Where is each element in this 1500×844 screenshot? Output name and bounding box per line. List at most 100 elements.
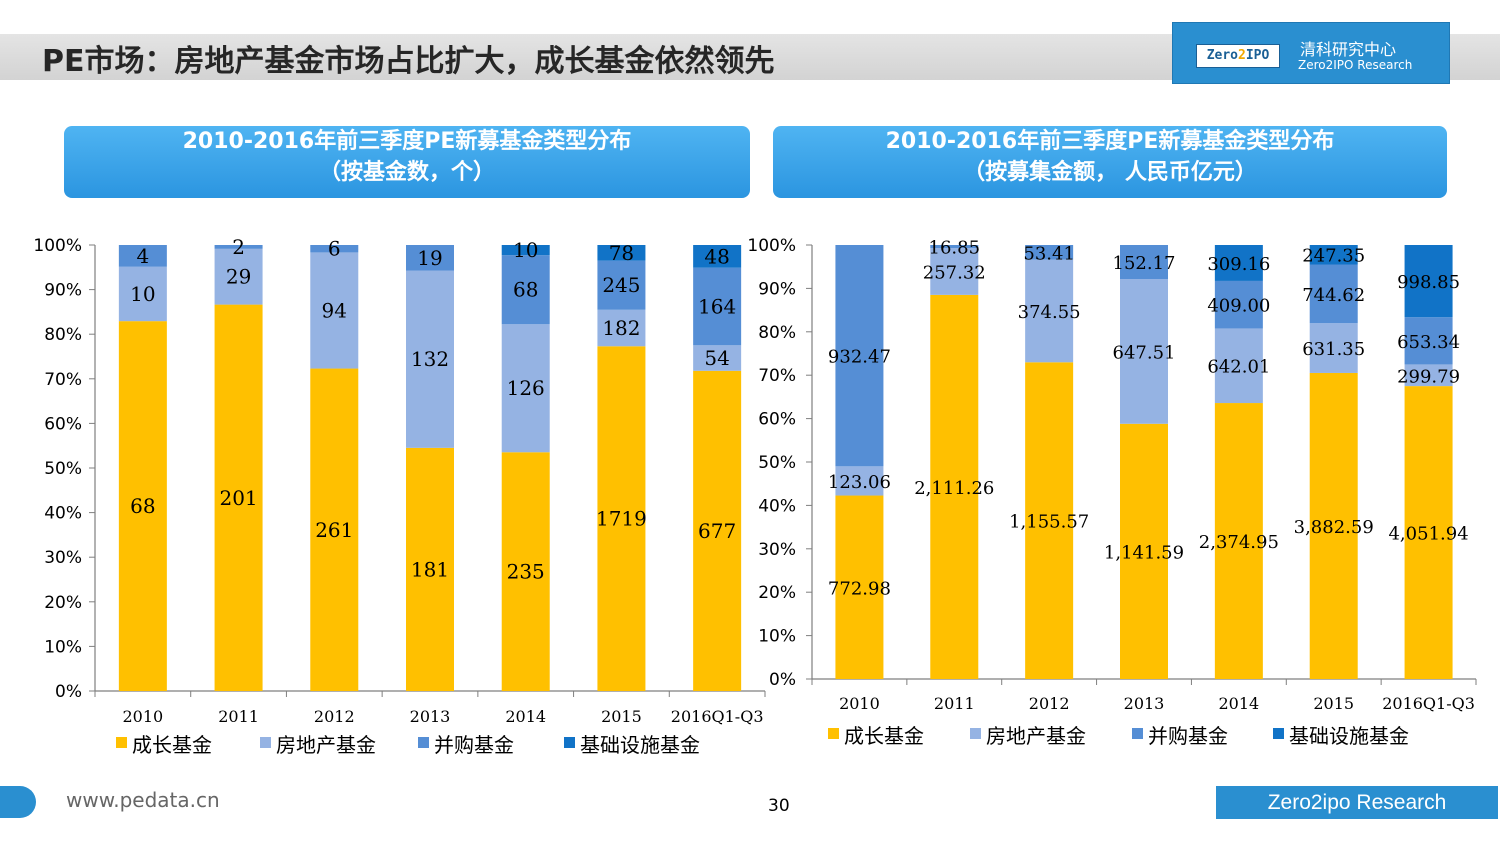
page-title: PE市场：房地产基金市场占比扩大，成长基金依然领先 [42, 44, 775, 79]
right-data-label: 1,141.59 [1104, 542, 1184, 563]
right-bar-mna [1309, 264, 1358, 324]
left-data-label: 10 [513, 238, 538, 262]
left-data-label: 235 [507, 560, 545, 584]
right-chart-title: 2010-2016年前三季度PE新募基金类型分布 [885, 129, 1335, 154]
right-bar-infrastructure [1404, 245, 1453, 318]
right-legend-label: 成长基金 [844, 724, 924, 748]
right-y-tick-label: 20% [758, 583, 796, 603]
left-data-label: 19 [417, 246, 442, 270]
right-bar-mna [1404, 317, 1453, 365]
right-chart-heading: 2010-2016年前三季度PE新募基金类型分布 （按募集金额， 人民币亿元） [773, 126, 1447, 198]
left-data-label: 677 [698, 519, 736, 543]
logo-mark-c: IPO [1245, 48, 1270, 63]
left-legend-label: 基础设施基金 [580, 733, 700, 757]
right-bar-real-estate [1404, 364, 1453, 387]
left-x-tick-label: 2014 [505, 707, 546, 726]
left-data-label: 1719 [596, 507, 647, 531]
left-data-label: 54 [704, 346, 729, 370]
right-data-label: 647.51 [1113, 342, 1176, 363]
left-x-tick-label: 2012 [314, 707, 355, 726]
left-x-tick-label: 2013 [410, 707, 451, 726]
left-bar-mna [501, 255, 550, 325]
left-legend-swatch [418, 737, 429, 748]
right-data-label: 299.79 [1397, 366, 1460, 387]
right-legend-label: 房地产基金 [986, 724, 1086, 748]
right-data-label: 932.47 [828, 347, 891, 368]
left-legend-label: 房地产基金 [276, 733, 376, 757]
left-bar-infrastructure [501, 245, 550, 256]
zero2ipo-logo-icon: Zero2IPO [1196, 44, 1280, 68]
right-x-tick-label: 2015 [1313, 694, 1354, 713]
left-bar-real-estate [310, 252, 359, 369]
left-bar-mna [118, 245, 167, 267]
right-data-label: 247.35 [1302, 246, 1365, 267]
right-x-tick-label: 2012 [1029, 694, 1070, 713]
left-x-tick-label: 2015 [601, 707, 642, 726]
left-data-label: 126 [507, 376, 545, 400]
right-data-label: 123.06 [828, 472, 891, 493]
right-bar-real-estate [835, 466, 884, 496]
right-y-tick-label: 60% [758, 410, 796, 430]
left-data-label: 201 [219, 486, 257, 510]
right-data-label: 744.62 [1302, 285, 1365, 306]
right-bar-real-estate [930, 248, 979, 295]
left-y-tick-label: 90% [44, 281, 82, 301]
left-data-label: 245 [602, 273, 640, 297]
left-legend-label: 成长基金 [132, 733, 212, 757]
left-bar-mna [597, 260, 646, 310]
right-bar-real-estate [1214, 328, 1263, 404]
right-data-label: 374.55 [1018, 302, 1081, 323]
right-y-tick-label: 40% [758, 496, 796, 516]
left-bar-real-estate [693, 345, 742, 371]
footer-brand: Zero2ipo Research [1216, 786, 1498, 819]
left-bar-growth [214, 304, 263, 691]
left-data-label: 181 [411, 557, 449, 581]
left-data-label: 94 [322, 298, 347, 322]
left-bar-real-estate [597, 309, 646, 347]
right-bar-mna [835, 245, 884, 467]
left-data-label: 48 [704, 244, 729, 268]
right-bar-mna [1025, 245, 1074, 260]
right-data-label: 998.85 [1397, 272, 1460, 293]
left-legend-swatch [564, 737, 575, 748]
right-data-label: 409.00 [1207, 296, 1270, 317]
right-bar-growth [1214, 403, 1263, 679]
left-data-label: 6 [328, 237, 341, 261]
right-bar-real-estate [1025, 259, 1074, 363]
left-bar-real-estate [118, 266, 167, 322]
right-x-tick-label: 2010 [839, 694, 880, 713]
right-data-label: 642.01 [1207, 357, 1270, 378]
right-data-label: 2,374.95 [1199, 532, 1279, 553]
footer-url[interactable]: www.pedata.cn [66, 788, 220, 812]
left-bar-real-estate [406, 270, 454, 448]
right-x-tick-label: 2013 [1124, 694, 1165, 713]
right-data-label: 3,882.59 [1294, 517, 1374, 538]
right-data-label: 4,051.94 [1388, 524, 1468, 545]
left-bar-infrastructure [597, 245, 646, 261]
left-chart-subtitle: （按基金数，个） [318, 160, 495, 185]
left-data-label: 78 [609, 241, 634, 265]
logo-mark-b: 2 [1238, 48, 1246, 63]
left-chart-title: 2010-2016年前三季度PE新募基金类型分布 [182, 129, 632, 154]
left-bar-mna [214, 245, 263, 249]
right-bar-growth [930, 294, 979, 679]
right-legend-swatch [1273, 728, 1284, 739]
left-legend-label: 并购基金 [434, 733, 514, 757]
right-bar-growth [1120, 423, 1168, 679]
left-bar-mna [310, 245, 359, 253]
left-data-label: 132 [411, 347, 449, 371]
right-bar-mna [930, 245, 979, 249]
right-bar-growth [1309, 372, 1358, 679]
left-bar-growth [693, 370, 742, 691]
right-chart-subtitle: （按募集金额， 人民币亿元） [963, 160, 1257, 185]
right-bar-mna [1120, 245, 1168, 280]
right-data-label: 653.34 [1397, 332, 1460, 353]
left-y-tick-label: 60% [44, 414, 82, 434]
logo-cn-text: 清科研究中心 [1300, 40, 1397, 59]
left-y-tick-label: 30% [44, 548, 82, 568]
right-legend-swatch [1132, 728, 1143, 739]
left-legend-swatch [116, 737, 127, 748]
right-data-label: 309.16 [1207, 254, 1270, 275]
right-x-tick-label: 2016Q1-Q3 [1382, 694, 1475, 713]
right-y-tick-label: 30% [758, 540, 796, 560]
